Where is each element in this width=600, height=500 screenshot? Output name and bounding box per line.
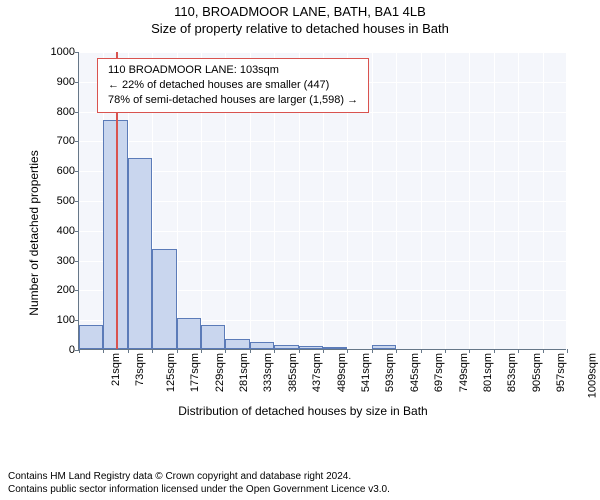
x-tick-mark (347, 349, 348, 353)
x-tick-label: 125sqm (165, 353, 177, 392)
x-tick-label: 333sqm (263, 353, 275, 392)
y-tick-label: 900 (41, 76, 79, 88)
x-tick-label: 645sqm (409, 353, 421, 392)
footer-line2: Contains public sector information licen… (8, 484, 390, 497)
x-tick-label: 905sqm (531, 353, 543, 392)
x-tick-mark (201, 349, 202, 353)
x-tick-mark (543, 349, 544, 353)
x-tick-mark (518, 349, 519, 353)
x-tick-mark (421, 349, 422, 353)
y-tick-mark (75, 320, 79, 321)
x-tick-label: 281sqm (238, 353, 250, 392)
x-tick-label: 437sqm (311, 353, 323, 392)
y-tick-mark (75, 201, 79, 202)
x-tick-mark (469, 349, 470, 353)
x-tick-mark (299, 349, 300, 353)
y-tick-label: 400 (41, 225, 79, 237)
y-axis-label: Number of detached properties (27, 150, 41, 315)
histogram-bar (128, 158, 152, 349)
x-tick-label: 957sqm (555, 353, 567, 392)
x-tick-label: 73sqm (134, 353, 146, 386)
y-tick-mark (75, 231, 79, 232)
y-tick-mark (75, 290, 79, 291)
x-tick-mark (225, 349, 226, 353)
gridline-v (372, 52, 373, 349)
y-tick-label: 600 (41, 165, 79, 177)
annotation-line3: 78% of semi-detached houses are larger (… (108, 93, 358, 108)
x-tick-mark (494, 349, 495, 353)
x-tick-mark (445, 349, 446, 353)
histogram-bar (201, 325, 225, 349)
histogram-bar (79, 325, 103, 349)
y-tick-label: 1000 (41, 46, 79, 58)
x-tick-mark (250, 349, 251, 353)
histogram-bar (274, 345, 298, 349)
gridline-v (421, 52, 422, 349)
x-tick-label: 697sqm (433, 353, 445, 392)
x-tick-mark (128, 349, 129, 353)
gridline-v (396, 52, 397, 349)
x-tick-label: 801sqm (482, 353, 494, 392)
y-tick-mark (75, 261, 79, 262)
y-tick-mark (75, 112, 79, 113)
chart-container: Number of detached properties 110 BROADM… (36, 44, 570, 422)
x-tick-mark (567, 349, 568, 353)
y-tick-mark (75, 141, 79, 142)
x-tick-label: 593sqm (385, 353, 397, 392)
x-tick-mark (274, 349, 275, 353)
y-tick-mark (75, 171, 79, 172)
x-tick-mark (372, 349, 373, 353)
title-subtitle: Size of property relative to detached ho… (0, 21, 600, 36)
y-tick-mark (75, 52, 79, 53)
title-block: 110, BROADMOOR LANE, BATH, BA1 4LB Size … (0, 0, 600, 36)
x-tick-mark (79, 349, 80, 353)
gridline-v (445, 52, 446, 349)
x-axis-label: Distribution of detached houses by size … (36, 404, 570, 418)
x-tick-mark (177, 349, 178, 353)
histogram-bar (225, 339, 249, 349)
x-tick-label: 853sqm (507, 353, 519, 392)
gridline-v (494, 52, 495, 349)
x-tick-label: 229sqm (214, 353, 226, 392)
x-tick-label: 1009sqm (586, 353, 598, 398)
x-tick-mark (103, 349, 104, 353)
plot-area: 110 BROADMOOR LANE: 103sqm ← 22% of deta… (78, 52, 566, 350)
annotation-box: 110 BROADMOOR LANE: 103sqm ← 22% of deta… (97, 58, 369, 113)
x-tick-mark (323, 349, 324, 353)
x-tick-mark (152, 349, 153, 353)
histogram-bar (299, 346, 323, 349)
gridline-v (543, 52, 544, 349)
x-tick-label: 177sqm (189, 353, 201, 392)
x-tick-label: 21sqm (110, 353, 122, 386)
y-tick-label: 300 (41, 255, 79, 267)
x-tick-label: 749sqm (458, 353, 470, 392)
footer-line1: Contains HM Land Registry data © Crown c… (8, 471, 390, 484)
title-address: 110, BROADMOOR LANE, BATH, BA1 4LB (0, 4, 600, 19)
gridline-v (469, 52, 470, 349)
y-tick-label: 500 (41, 195, 79, 207)
x-tick-label: 385sqm (287, 353, 299, 392)
x-tick-label: 489sqm (336, 353, 348, 392)
y-tick-label: 800 (41, 106, 79, 118)
histogram-bar (177, 318, 201, 349)
annotation-line2: ← 22% of detached houses are smaller (44… (108, 78, 358, 93)
y-tick-label: 100 (41, 314, 79, 326)
x-tick-mark (396, 349, 397, 353)
y-tick-mark (75, 82, 79, 83)
y-tick-label: 0 (41, 344, 79, 356)
histogram-bar (250, 342, 274, 349)
gridline-v (518, 52, 519, 349)
histogram-bar (372, 345, 396, 349)
attribution-footer: Contains HM Land Registry data © Crown c… (8, 471, 390, 496)
histogram-bar (323, 347, 347, 349)
y-tick-label: 200 (41, 284, 79, 296)
y-tick-label: 700 (41, 135, 79, 147)
histogram-bar (152, 249, 176, 349)
annotation-line1: 110 BROADMOOR LANE: 103sqm (108, 63, 358, 78)
x-tick-label: 541sqm (360, 353, 372, 392)
